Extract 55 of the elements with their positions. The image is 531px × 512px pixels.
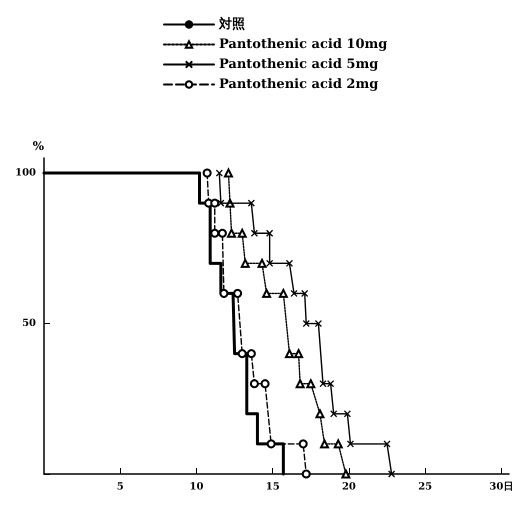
point [330,410,338,418]
point [250,230,258,237]
point [218,228,227,238]
point [306,379,316,388]
point [240,258,250,268]
point [314,320,322,328]
x-tick-label: 15 [266,482,280,492]
point [284,349,294,358]
point [210,198,220,208]
x-tick-label: 20 [342,482,356,492]
point [278,288,288,298]
x-tick-label: 5 [116,482,124,492]
x-tick-label: 30日 [489,482,514,492]
point [326,380,334,388]
point [266,439,276,448]
point [286,260,294,267]
point [216,169,223,177]
legend-label: Pantothenic acid 5mg [219,57,378,72]
point [217,199,224,207]
point [296,379,305,388]
point [302,470,311,478]
point [290,290,298,298]
point [238,349,247,358]
point [219,288,228,298]
point [248,199,255,207]
point [383,440,391,448]
point [238,228,247,238]
legend-label: Pantothenic acid 2mg [219,77,378,92]
legend-label: 対照 [218,16,245,32]
y-axis-title: % [32,139,45,153]
point [233,288,242,298]
legend-label: Pantothenic acid 10mg [219,37,388,52]
x-tick-label: 25 [418,482,432,492]
point [334,439,343,448]
point [266,260,274,267]
point [320,439,330,448]
point [258,258,267,268]
point [346,440,354,448]
y-tick-label: 100 [15,168,36,179]
point [301,290,308,298]
point [246,349,256,358]
point [302,320,310,328]
x-tick-label: 10 [190,482,204,492]
point [298,439,308,448]
point [227,228,236,238]
point [266,230,274,237]
point [262,288,272,298]
y-tick-label: 50 [22,318,36,330]
point [260,379,270,388]
point [388,470,396,478]
point [250,379,259,388]
point [344,410,352,418]
point [315,409,324,418]
point [319,380,327,388]
point [202,168,212,178]
